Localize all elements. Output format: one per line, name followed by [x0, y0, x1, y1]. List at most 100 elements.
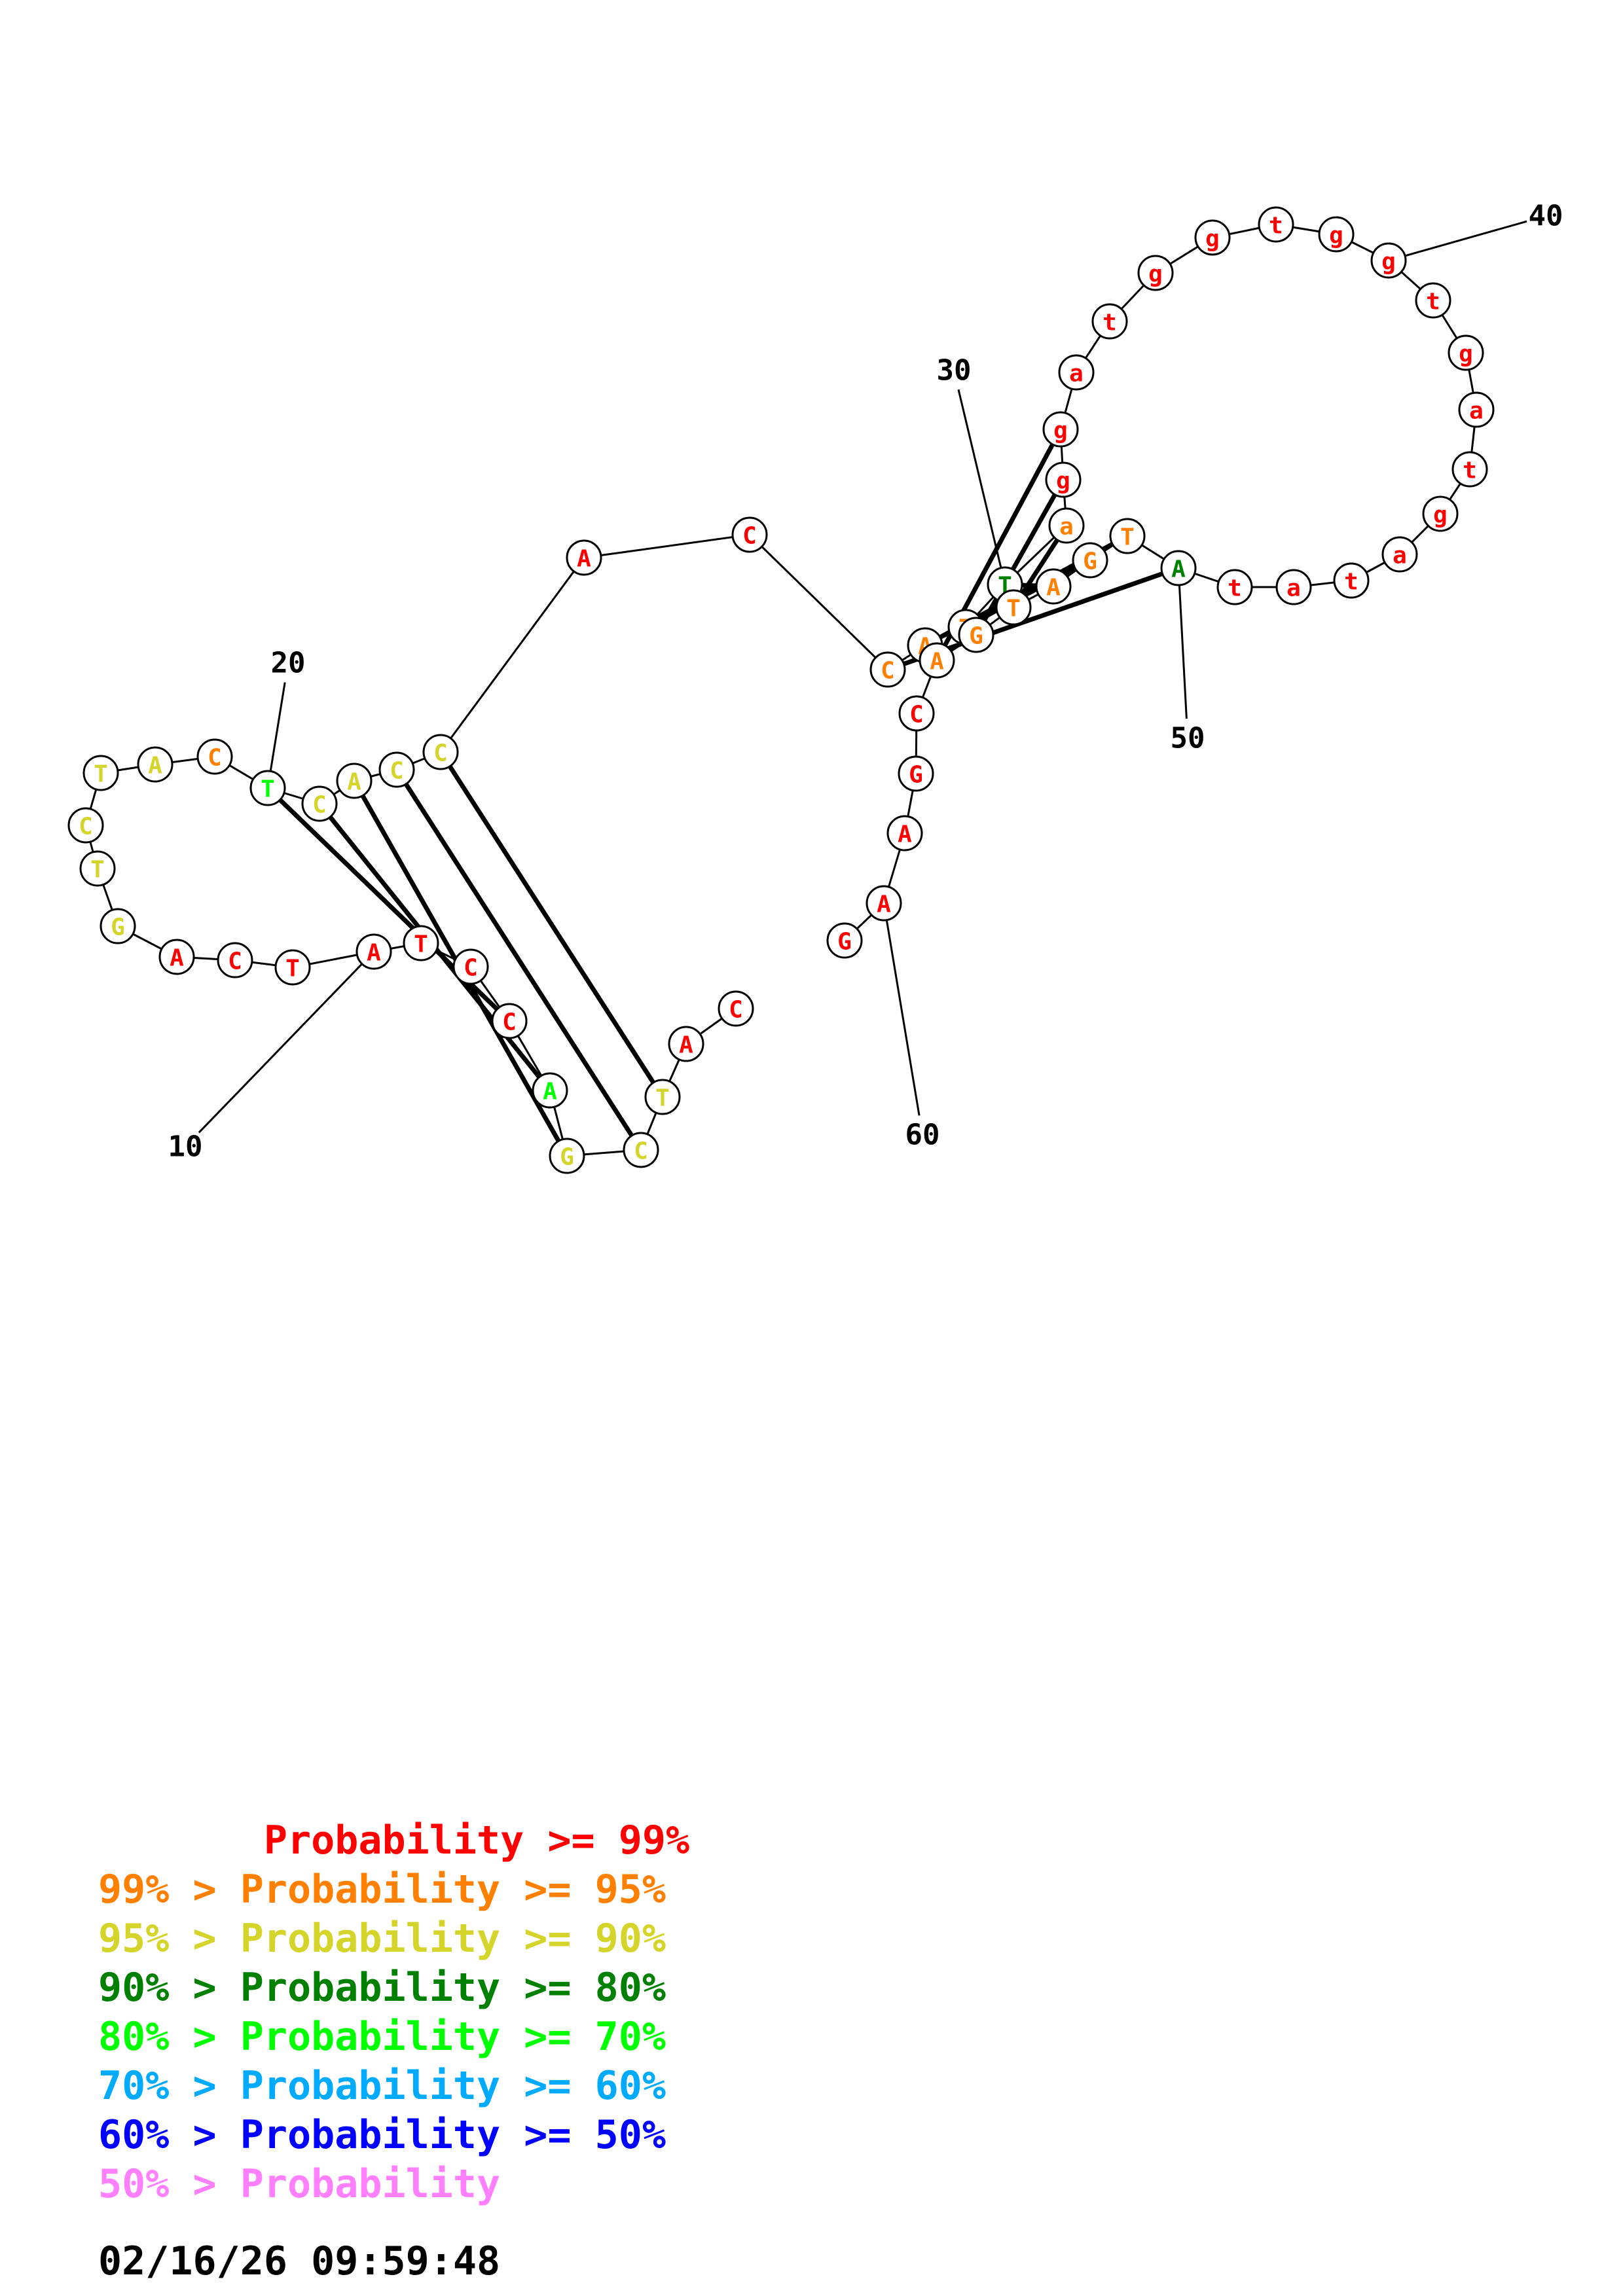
- legend-prefix: 90% >: [98, 1965, 240, 2011]
- nucleotide-letter: C: [909, 702, 924, 728]
- nucleotide-circle: [1194, 219, 1231, 256]
- nucleotide-circle: [731, 516, 768, 553]
- legend-row: 95% > Probability >= 90%: [98, 1914, 689, 1964]
- index-label: 10: [168, 1130, 203, 1164]
- legend-prefix: 99% >: [98, 1867, 240, 1912]
- legend-row: 70% > Probability >= 60%: [98, 2062, 689, 2111]
- nucleotide-letter: g: [1459, 341, 1473, 368]
- nucleotide-circle: [356, 933, 392, 970]
- nucleotide-letter: t: [1463, 457, 1477, 484]
- nucleotide-letter: A: [1171, 556, 1186, 583]
- nucleotide-group: CATCGACCTATCAGTCTACTCACCACCATTaggatggtgg…: [67, 206, 1495, 1174]
- nucleotide-circle: [82, 755, 119, 791]
- nucleotide-letter: g: [1381, 249, 1396, 276]
- nucleotide-letter: T: [655, 1085, 670, 1112]
- nucleotide-circle: [137, 746, 173, 783]
- index-tick-line: [957, 389, 1006, 585]
- nucleotide: t: [1091, 303, 1128, 340]
- legend-prefix: 60% >: [98, 2112, 240, 2158]
- nucleotide-letter: A: [367, 940, 381, 967]
- backbone-segment: [439, 557, 585, 753]
- nucleotide: G: [1072, 542, 1108, 579]
- nucleotide: T: [82, 755, 119, 791]
- nucleotide: C: [301, 785, 338, 822]
- nucleotide: G: [549, 1138, 585, 1174]
- legend-row: 60% > Probability >= 50%: [98, 2111, 689, 2160]
- nucleotide-circle: [196, 738, 233, 775]
- nucleotide-letter: a: [1469, 398, 1484, 425]
- nucleotide-letter: G: [969, 623, 983, 650]
- nucleotide: A: [668, 1026, 704, 1062]
- nucleotide-letter: A: [679, 1032, 693, 1059]
- nucleotide: C: [422, 734, 459, 770]
- nucleotide-circle: [1035, 568, 1072, 605]
- nucleotide-letter: a: [1069, 361, 1084, 387]
- nucleotide-circle: [1160, 550, 1197, 586]
- nucleotide-circle: [1458, 391, 1495, 428]
- nucleotide-letter: T: [261, 776, 275, 803]
- nucleotide-circle: [1045, 461, 1082, 498]
- nucleotide-letter: G: [1083, 548, 1097, 575]
- nucleotide-circle: [452, 948, 489, 985]
- nucleotide-circle: [549, 1138, 585, 1174]
- legend-row: Probability >= 99%: [98, 1816, 689, 1865]
- nucleotide-letter: g: [1205, 226, 1220, 253]
- nucleotide: t: [1258, 206, 1294, 243]
- nucleotide-circle: [1275, 569, 1312, 605]
- timestamp: 02/16/26 09:59:48: [98, 2238, 501, 2284]
- nucleotide: C: [491, 1003, 528, 1039]
- nucleotide-letter: A: [1046, 575, 1061, 601]
- nucleotide-letter: t: [1269, 213, 1283, 240]
- nucleotide: g: [1370, 242, 1407, 279]
- nucleotide: G: [100, 908, 136, 944]
- nucleotide-circle: [1042, 411, 1079, 448]
- nucleotide-circle: [1048, 507, 1085, 544]
- nucleotide: g: [1448, 334, 1484, 371]
- nucleotide-circle: [249, 770, 286, 806]
- base-pair-bond: [439, 751, 665, 1098]
- nucleotide: C: [196, 738, 233, 775]
- nucleotide-circle: [217, 942, 253, 978]
- nucleotide-circle: [1109, 518, 1146, 554]
- nucleotide-circle: [491, 1003, 528, 1039]
- index-label: 50: [1171, 722, 1205, 755]
- legend-prefix: 70% >: [98, 2063, 240, 2109]
- nucleotide: A: [137, 746, 173, 783]
- nucleotide: a: [1458, 391, 1495, 428]
- nucleotide-letter: t: [1103, 310, 1117, 336]
- nucleotide-letter: C: [729, 997, 743, 1024]
- nucleotide-circle: [378, 751, 415, 788]
- nucleotide-letter: C: [464, 955, 478, 982]
- legend-label: Probability >= 95%: [240, 1867, 666, 1912]
- index-label: 20: [271, 647, 306, 680]
- nucleotide-circle: [1216, 569, 1253, 605]
- nucleotide-letter: C: [79, 814, 93, 840]
- legend-row: 80% > Probability >= 70%: [98, 2013, 689, 2062]
- probability-legend: Probability >= 99% 99% > Probability >= 9…: [98, 1816, 689, 2209]
- nucleotide-circle: [886, 815, 923, 852]
- nucleotide-circle: [1058, 354, 1095, 391]
- nucleotide: t: [1333, 562, 1370, 599]
- index-tick-line: [198, 950, 375, 1134]
- nucleotide: g: [1042, 411, 1079, 448]
- nucleotide-circle: [869, 651, 906, 688]
- legend-label: Probability: [240, 2161, 501, 2207]
- nucleotide-circle: [958, 617, 994, 653]
- legend-label: Probability >= 99%: [263, 1818, 690, 1863]
- nucleotide-circle: [1318, 216, 1355, 253]
- index-label: 30: [937, 354, 972, 387]
- nucleotide: A: [1160, 550, 1197, 586]
- nucleotide: A: [336, 762, 373, 799]
- nucleotide: A: [866, 885, 902, 922]
- nucleotide: G: [958, 617, 994, 653]
- nucleotide: C: [898, 695, 935, 732]
- legend-prefix: 50% >: [98, 2161, 240, 2207]
- nucleotide-letter: C: [312, 792, 327, 819]
- nucleotide-circle: [336, 762, 373, 799]
- nucleotide-circle: [718, 990, 754, 1027]
- nucleotide: T: [249, 770, 286, 806]
- nucleotide: T: [995, 589, 1032, 626]
- nucleotide: a: [1381, 536, 1418, 573]
- nucleotide-letter: C: [390, 758, 404, 785]
